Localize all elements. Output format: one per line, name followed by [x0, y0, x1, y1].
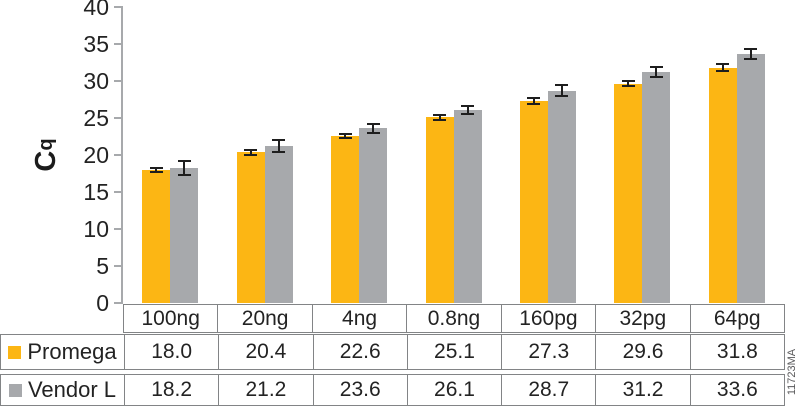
- series-name: Vendor L: [27, 377, 117, 402]
- error-bar-cap-bottom: [716, 69, 730, 72]
- y-tick-label: 5: [96, 253, 109, 279]
- error-bar-stem: [372, 123, 375, 134]
- value-cell: 22.6: [312, 335, 407, 369]
- error-bar-stem: [532, 98, 535, 104]
- error-bar-cap-bottom: [149, 170, 163, 173]
- error-bar-cap-bottom: [527, 102, 541, 105]
- error-bar-cap-bottom: [461, 113, 474, 116]
- table-row-vendor-l: Vendor L 18.2 21.2 23.6 26.1 28.7 31.2 33.6: [0, 374, 785, 406]
- y-tick: [114, 117, 121, 119]
- y-tick-label: 10: [83, 216, 109, 242]
- error-bar-stem: [560, 85, 563, 97]
- error-bar-cap-bottom: [338, 136, 352, 139]
- y-tick-label: 0: [96, 290, 109, 316]
- bar-promega-32pg: [614, 83, 643, 303]
- value-cell: 23.6: [312, 375, 407, 405]
- error-bar-cap-bottom: [272, 151, 286, 154]
- error-bar-stem: [721, 64, 724, 71]
- error-bar-stem: [438, 114, 441, 120]
- y-axis-label-main: C: [29, 150, 62, 172]
- legend-swatch-vendor: [8, 383, 22, 397]
- bar-promega-20ng: [236, 152, 265, 303]
- error-bar-stem: [155, 167, 158, 172]
- value-cell: 33.6: [689, 375, 784, 405]
- bar-promega-160pg: [519, 100, 548, 303]
- bar-promega-64pg: [708, 67, 737, 303]
- value-cell: 29.6: [595, 335, 689, 369]
- legend-cell: Vendor L: [1, 375, 124, 405]
- value-cell: 18.0: [124, 335, 218, 369]
- error-bar-stem: [627, 81, 630, 87]
- error-bar-stem: [249, 149, 252, 155]
- y-axis-label-sub: q: [34, 138, 57, 151]
- y-tick: [114, 228, 121, 230]
- error-bar-stem: [466, 105, 469, 115]
- bar-vendor-l-64pg: [736, 54, 765, 303]
- error-bar-cap-bottom: [177, 174, 191, 177]
- category-cell: 100ng: [141, 306, 200, 330]
- value-cell: 31.2: [595, 375, 689, 405]
- error-bar-stem: [655, 67, 658, 77]
- y-tick: [114, 80, 121, 82]
- error-bar-cap-bottom: [433, 118, 446, 121]
- y-tick-label: 20: [83, 142, 109, 168]
- bar-vendor-l-100ng: [170, 168, 199, 303]
- y-tick: [114, 191, 121, 193]
- value-cell: 20.4: [218, 335, 312, 369]
- y-tick: [114, 154, 121, 156]
- value-cell: 18.2: [124, 375, 218, 405]
- error-bar-stem: [183, 161, 186, 176]
- y-axis-line: [121, 6, 123, 304]
- error-bar-cap-bottom: [744, 58, 758, 61]
- error-bar-cap-bottom: [649, 75, 663, 78]
- bar-promega-100ng: [142, 169, 171, 303]
- bar-vendor-l-32pg: [642, 72, 671, 303]
- legend-swatch-promega: [8, 345, 22, 359]
- y-tick: [114, 302, 121, 304]
- error-bar-stem: [344, 133, 347, 138]
- y-tick-label: 30: [83, 68, 109, 94]
- category-cell: 64pg: [689, 305, 784, 332]
- bar-vendor-l-20ng: [264, 146, 293, 303]
- y-tick: [114, 265, 121, 267]
- bar-promega-0.8ng: [425, 117, 454, 303]
- bar-promega-4ng: [331, 135, 360, 303]
- value-cell: 27.3: [501, 335, 595, 369]
- value-cell: 26.1: [406, 375, 501, 405]
- error-bar-cap-bottom: [244, 153, 258, 156]
- error-bar-cap-bottom: [621, 85, 635, 88]
- bar-vendor-l-160pg: [547, 90, 576, 303]
- category-cell: 160pg: [500, 305, 595, 332]
- value-cell: 28.7: [501, 375, 595, 405]
- value-cell: 21.2: [218, 375, 312, 405]
- error-bar-cap-bottom: [366, 132, 380, 135]
- value-cell: 31.8: [689, 335, 784, 369]
- y-tick-label: 40: [83, 0, 109, 20]
- series-name: Promega: [27, 339, 117, 364]
- y-tick-label: 25: [83, 105, 109, 131]
- figure-id-vertical-text: 11723MA: [786, 348, 798, 396]
- category-row: 100ng 20ng 4ng 0.8ng 160pg 32pg 64pg: [123, 304, 785, 333]
- bar-vendor-l-4ng: [359, 128, 388, 303]
- y-tick-label: 35: [83, 31, 109, 57]
- y-tick: [114, 43, 121, 45]
- category-cell: 0.8ng: [406, 305, 500, 332]
- error-bar-stem: [277, 139, 280, 153]
- category-cell: 20ng: [217, 305, 311, 332]
- table-row-promega: Promega 18.0 20.4 22.6 25.1 27.3 29.6 31.8: [0, 334, 785, 370]
- category-cell: 32pg: [595, 305, 689, 332]
- y-tick: [114, 6, 121, 8]
- bar-vendor-l-0.8ng: [453, 109, 482, 303]
- y-tick-label: 15: [83, 179, 109, 205]
- legend-cell: Promega: [1, 335, 124, 369]
- value-cell: 25.1: [406, 335, 501, 369]
- error-bar-cap-bottom: [555, 95, 569, 98]
- category-cell: 4ng: [311, 305, 406, 332]
- error-bar-stem: [749, 49, 752, 60]
